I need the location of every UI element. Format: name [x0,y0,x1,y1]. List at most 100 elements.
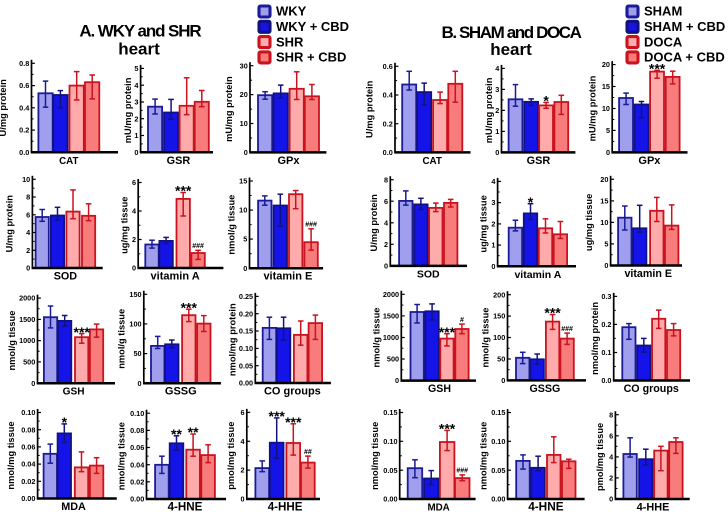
svg-text:0.4: 0.4 [383,91,394,100]
svg-text:0.02: 0.02 [130,477,144,486]
svg-text:0.10: 0.10 [383,437,397,446]
svg-text:*: * [62,414,68,430]
svg-text:0: 0 [604,261,608,270]
svg-text:nmol/mg tissue: nmol/mg tissue [117,422,127,490]
svg-text:0.3: 0.3 [601,292,611,301]
svg-text:4: 4 [491,177,496,186]
svg-text:6: 6 [609,431,613,440]
svg-text:U/mg protein: U/mg protein [365,80,375,138]
svg-text:0: 0 [26,264,30,273]
svg-text:10: 10 [600,218,608,227]
svg-text:0.0: 0.0 [383,148,393,157]
svg-text:6: 6 [384,197,388,206]
svg-text:***: *** [285,414,302,430]
svg-text:mU/mg protein: mU/mg protein [484,77,494,143]
svg-text:4-HNE: 4-HNE [168,501,203,514]
svg-text:50: 50 [497,355,505,364]
svg-text:100: 100 [493,333,505,342]
svg-text:0.6: 0.6 [383,62,393,71]
svg-text:SHAM: SHAM [644,4,682,19]
svg-text:0.00: 0.00 [130,495,144,504]
svg-text:0: 0 [134,148,138,157]
svg-text:8: 8 [26,193,30,202]
svg-text:1: 1 [134,131,138,140]
svg-text:0.15: 0.15 [491,408,505,417]
svg-text:U/mg protein: U/mg protein [0,79,8,137]
svg-text:10: 10 [240,119,248,128]
svg-text:nmol/g tissue: nmol/g tissue [227,195,237,255]
svg-text:0: 0 [241,495,245,504]
svg-text:***: *** [74,324,91,340]
svg-text:DOCA: DOCA [644,34,683,49]
svg-text:0.00: 0.00 [383,495,397,504]
svg-text:100: 100 [129,320,141,329]
svg-text:ug/mg tissue: ug/mg tissue [479,195,489,252]
svg-text:10: 10 [239,206,247,215]
svg-text:mU/mg protein: mU/mg protein [588,75,598,141]
svg-text:B. SHAM and DOCA: B. SHAM and DOCA [441,23,581,42]
svg-text:A. WKY and SHR: A. WKY and SHR [79,22,201,41]
svg-text:CAT: CAT [59,156,78,167]
svg-text:0.10: 0.10 [239,344,253,353]
svg-text:0: 0 [501,376,505,385]
svg-text:2: 2 [26,246,30,255]
svg-text:nmol/mg protein: nmol/mg protein [590,302,600,375]
svg-text:150: 150 [493,312,505,321]
svg-text:2: 2 [384,240,388,249]
svg-text:SOD: SOD [417,268,440,280]
svg-text:0.04: 0.04 [130,460,145,469]
svg-text:8: 8 [609,410,613,419]
svg-text:4: 4 [134,81,139,90]
svg-text:CAT: CAT [422,156,441,167]
svg-text:0.00: 0.00 [21,494,35,503]
svg-text:1: 1 [491,241,495,250]
svg-text:0.06: 0.06 [21,443,35,452]
svg-text:4: 4 [384,218,389,227]
svg-text:10: 10 [22,175,30,184]
svg-text:3: 3 [495,85,499,94]
svg-text:1: 1 [495,127,499,136]
svg-text:0: 0 [138,379,142,388]
svg-text:MDA: MDA [61,501,86,513]
svg-text:30: 30 [240,61,248,70]
svg-text:**: ** [171,426,182,442]
svg-text:***: *** [544,305,561,321]
svg-text:***: *** [175,183,192,199]
svg-text:***: *** [649,61,666,77]
svg-text:150: 150 [129,290,141,299]
svg-text:nmol/mg protein: nmol/mg protein [227,303,237,376]
svg-text:pmol/mg tissue: pmol/mg tissue [226,422,236,490]
svg-text:vitamin E: vitamin E [624,268,672,280]
svg-text:U/mg protein: U/mg protein [369,194,379,252]
svg-text:vitamin E: vitamin E [263,271,312,283]
svg-text:15: 15 [602,82,610,91]
svg-text:5: 5 [134,64,138,73]
svg-text:0.10: 0.10 [130,409,144,418]
svg-text:0.25: 0.25 [239,292,253,301]
svg-text:U/mg protein: U/mg protein [4,195,14,253]
svg-text:heart: heart [490,40,532,59]
svg-text:mU/mg protein: mU/mg protein [224,76,234,142]
svg-text:0.04: 0.04 [21,460,36,469]
svg-text:***: *** [181,299,198,315]
svg-text:mU/mg protein: mU/mg protein [123,77,133,143]
svg-text:20: 20 [602,60,610,69]
svg-text:2: 2 [495,106,499,115]
svg-text:0.0: 0.0 [601,376,611,385]
svg-text:0: 0 [132,264,136,273]
svg-text:4: 4 [26,228,31,237]
svg-text:0: 0 [31,379,35,388]
svg-text:GSR: GSR [167,155,191,167]
svg-text:2: 2 [491,220,495,229]
svg-text:20: 20 [600,175,608,184]
svg-text:SHR + CBD: SHR + CBD [276,50,346,65]
svg-text:5: 5 [243,235,247,244]
svg-text:2000: 2000 [19,294,35,303]
svg-text:heart: heart [118,40,160,59]
svg-text:0: 0 [609,495,613,504]
svg-text:GSH: GSH [63,387,85,398]
svg-text:2: 2 [609,474,613,483]
svg-text:0: 0 [495,148,499,157]
svg-text:*: * [543,93,549,109]
svg-text:50: 50 [133,349,141,358]
